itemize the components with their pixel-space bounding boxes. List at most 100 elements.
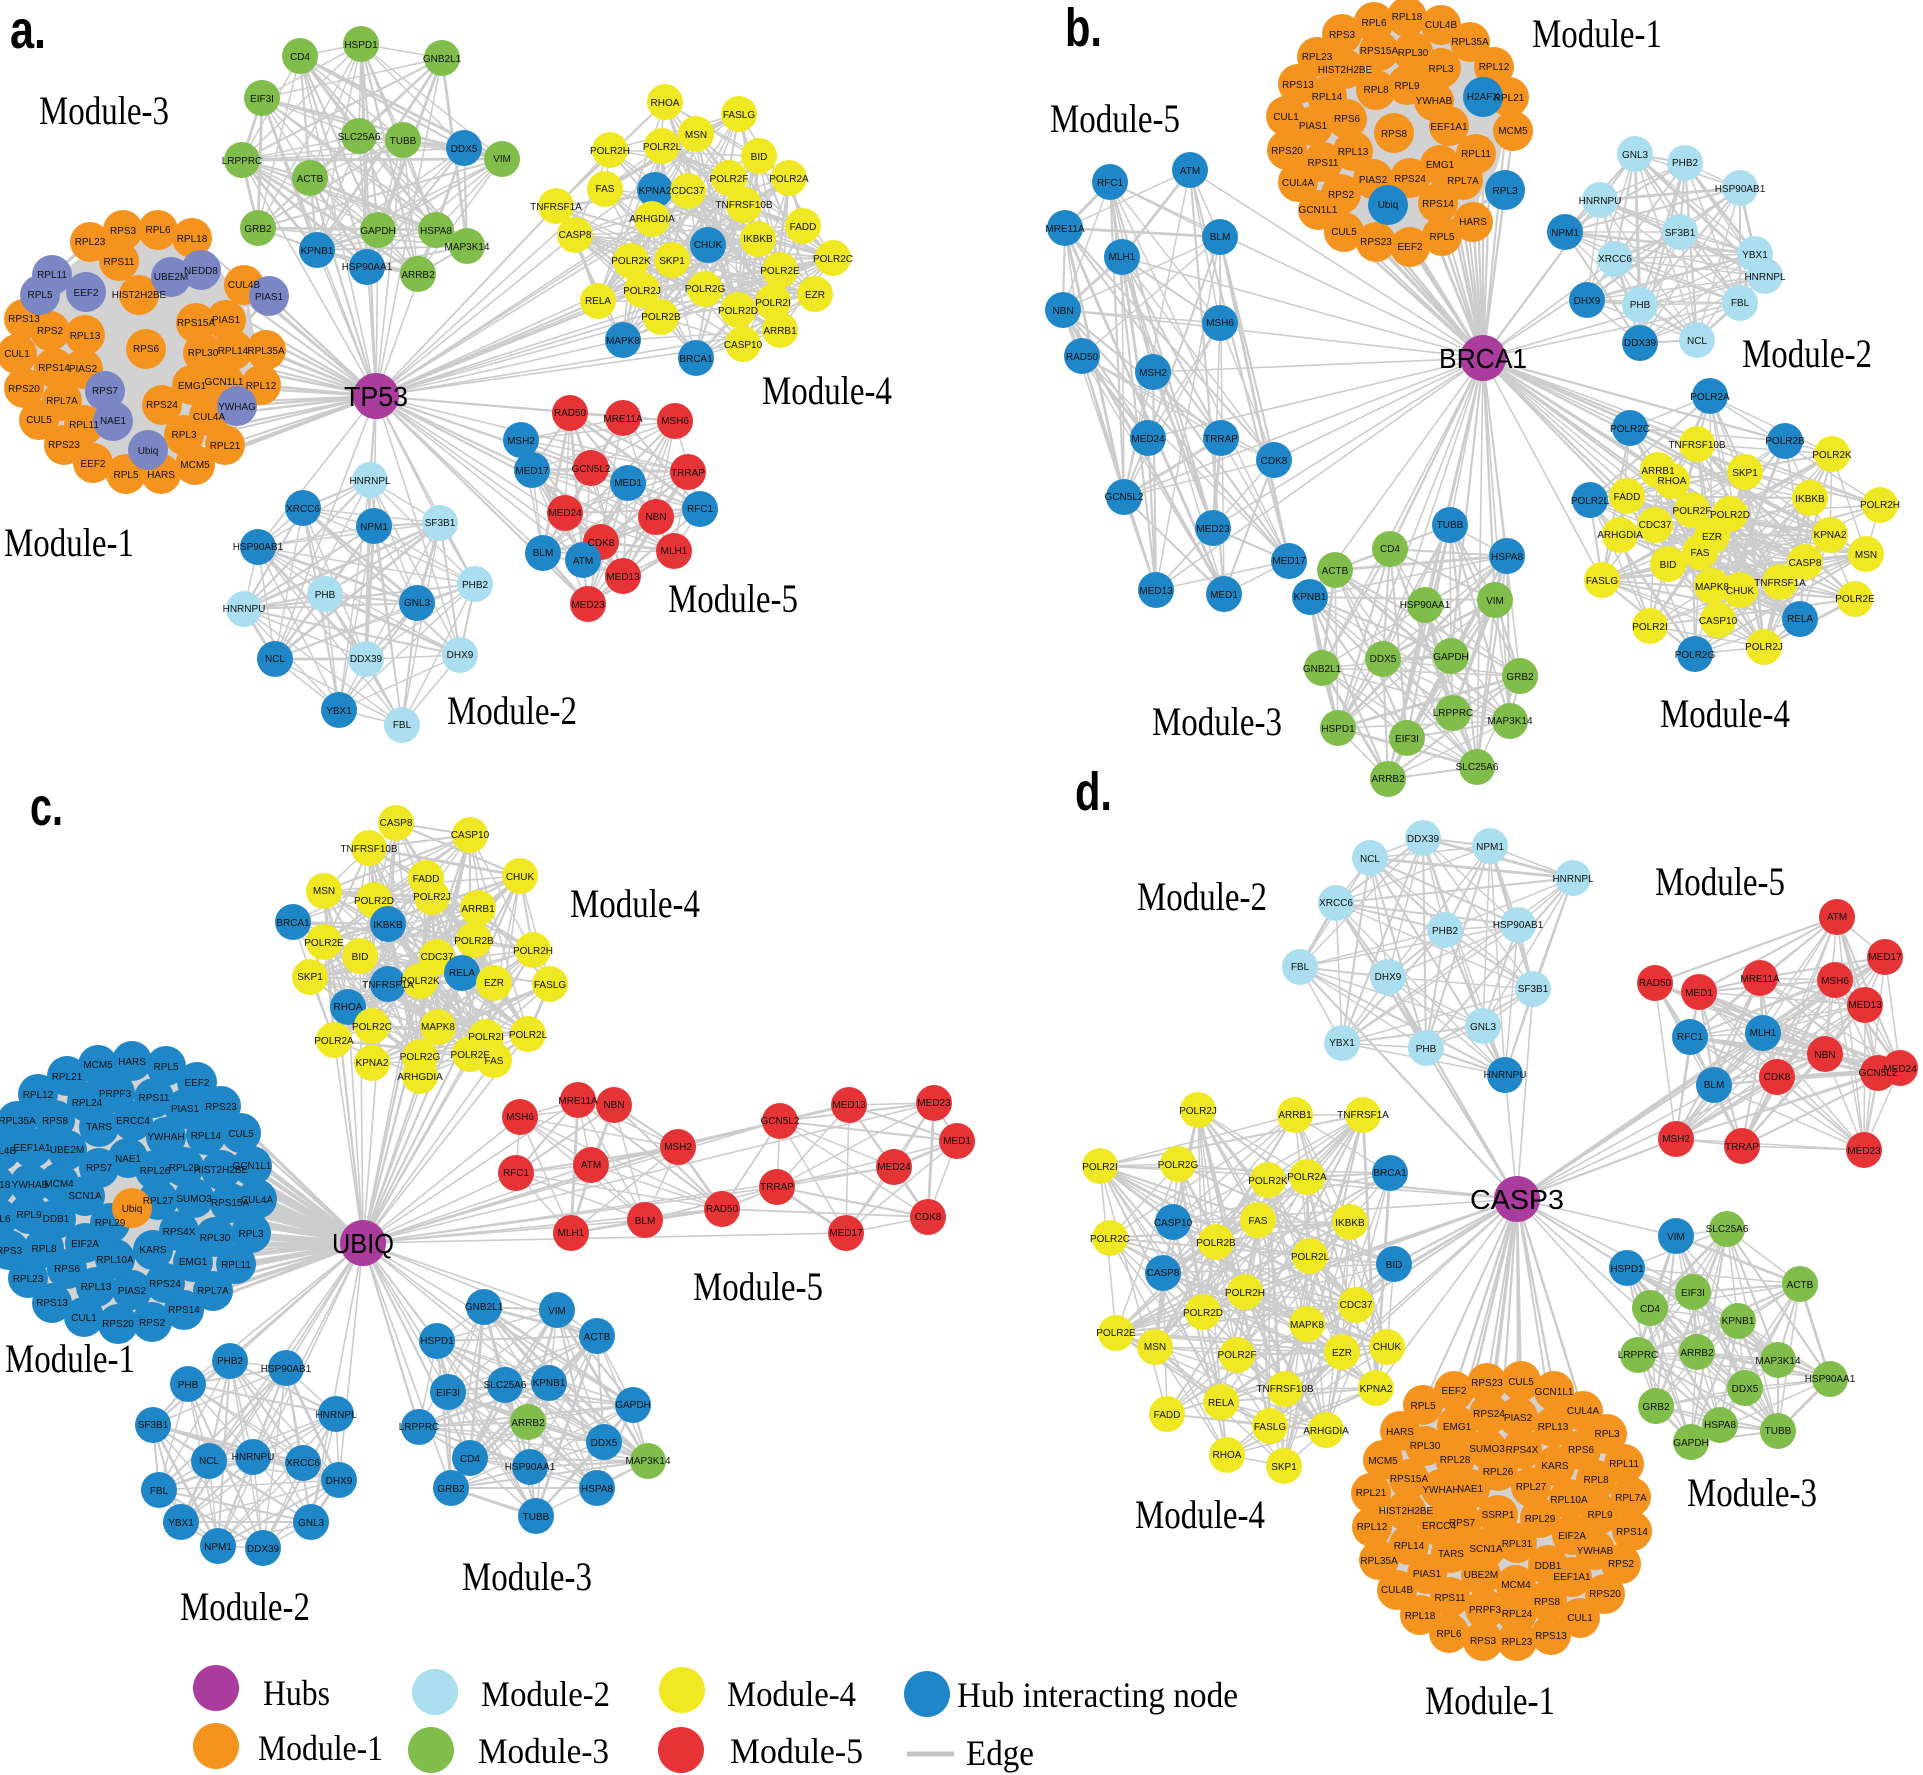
svg-text:CUL1: CUL1 <box>1567 1613 1593 1624</box>
svg-text:NAE1: NAE1 <box>100 416 127 427</box>
svg-text:GAPDH: GAPDH <box>615 1400 651 1411</box>
svg-text:RPS13: RPS13 <box>8 314 40 325</box>
svg-text:EEF2: EEF2 <box>1397 242 1422 253</box>
svg-text:POLR2B: POLR2B <box>454 936 494 947</box>
svg-text:EZR: EZR <box>484 978 504 989</box>
svg-text:KPNA2: KPNA2 <box>356 1058 389 1069</box>
svg-text:Ubiq: Ubiq <box>1378 200 1399 211</box>
svg-text:RPS3: RPS3 <box>110 226 137 237</box>
svg-text:POLR2F: POLR2F <box>1673 506 1712 517</box>
svg-text:ARHGDIA: ARHGDIA <box>1303 1426 1349 1437</box>
svg-text:RPS8: RPS8 <box>1534 1597 1561 1608</box>
svg-text:RPS14: RPS14 <box>168 1305 200 1316</box>
svg-text:RPS4X: RPS4X <box>163 1227 196 1238</box>
svg-text:HNRNPL: HNRNPL <box>349 476 391 487</box>
svg-text:RPS15A: RPS15A <box>211 1198 250 1209</box>
svg-text:NBN: NBN <box>1052 306 1073 317</box>
svg-text:RPS3: RPS3 <box>1470 1636 1497 1647</box>
svg-text:PIAS1: PIAS1 <box>255 292 284 303</box>
svg-text:HARS: HARS <box>1386 1427 1414 1438</box>
svg-text:HNRNPL: HNRNPL <box>315 1410 357 1421</box>
svg-text:VIM: VIM <box>1486 596 1504 607</box>
svg-text:POLR2E: POLR2E <box>304 938 344 949</box>
svg-text:TNFRSF1A: TNFRSF1A <box>1754 578 1806 589</box>
svg-text:XRCC6: XRCC6 <box>1319 898 1353 909</box>
svg-text:PRPF3: PRPF3 <box>99 1089 132 1100</box>
svg-text:POLR2I: POLR2I <box>755 298 791 309</box>
svg-text:SLC25A6: SLC25A6 <box>338 132 381 143</box>
svg-text:RPL18: RPL18 <box>0 1180 11 1191</box>
svg-text:RPL35A: RPL35A <box>1451 37 1489 48</box>
svg-text:RPS15A: RPS15A <box>1360 46 1399 57</box>
svg-text:RPL11: RPL11 <box>69 420 99 431</box>
svg-text:CD4: CD4 <box>290 52 310 63</box>
svg-text:POLR2A: POLR2A <box>1690 392 1730 403</box>
svg-text:Module-3: Module-3 <box>1152 699 1282 744</box>
svg-text:TUBB: TUBB <box>390 136 417 147</box>
svg-text:ACTB: ACTB <box>1322 566 1349 577</box>
svg-text:CASP10: CASP10 <box>451 830 490 841</box>
svg-text:RPL6: RPL6 <box>145 225 170 236</box>
svg-text:XRCC6: XRCC6 <box>286 1458 320 1469</box>
svg-text:Module-4: Module-4 <box>727 1674 856 1714</box>
svg-text:MED1: MED1 <box>614 478 642 489</box>
svg-text:RPS24: RPS24 <box>1394 174 1426 185</box>
svg-text:FADD: FADD <box>1154 1410 1181 1421</box>
svg-text:ACTB: ACTB <box>1787 1280 1814 1291</box>
svg-text:RHOA: RHOA <box>1658 476 1687 487</box>
svg-text:c.: c. <box>30 777 63 837</box>
svg-text:EZR: EZR <box>1332 1348 1352 1359</box>
svg-text:GCN1L1: GCN1L1 <box>233 1161 272 1172</box>
svg-text:NBN: NBN <box>603 1100 624 1111</box>
svg-text:RPS20: RPS20 <box>102 1319 134 1330</box>
svg-text:BID: BID <box>1660 560 1677 571</box>
svg-text:ARRB1: ARRB1 <box>1278 1110 1312 1121</box>
svg-text:ATM: ATM <box>1180 166 1200 177</box>
svg-text:RPL13: RPL13 <box>1538 1422 1569 1433</box>
svg-text:EEF2: EEF2 <box>184 1078 209 1089</box>
svg-text:MAPK8: MAPK8 <box>421 1022 455 1033</box>
svg-text:SLC25A6: SLC25A6 <box>1706 1224 1749 1235</box>
svg-text:BID: BID <box>1386 1260 1403 1271</box>
svg-text:MED1: MED1 <box>943 1136 971 1147</box>
svg-text:MED17: MED17 <box>1868 952 1902 963</box>
svg-text:NAE1: NAE1 <box>1457 1484 1484 1495</box>
svg-text:Module-3: Module-3 <box>39 88 169 133</box>
svg-text:IKBKB: IKBKB <box>373 920 403 931</box>
svg-text:HSP90AB1: HSP90AB1 <box>1493 920 1544 931</box>
svg-text:NPM1: NPM1 <box>204 1542 232 1553</box>
svg-text:DHX9: DHX9 <box>326 1476 353 1487</box>
svg-text:POLR2A: POLR2A <box>314 1036 354 1047</box>
svg-text:GCN5L2: GCN5L2 <box>1105 492 1144 503</box>
svg-text:HNRNPL: HNRNPL <box>1552 874 1594 885</box>
svg-text:RPS7: RPS7 <box>86 1163 113 1174</box>
svg-text:PIAS2: PIAS2 <box>69 364 98 375</box>
svg-text:TNFRSF1A: TNFRSF1A <box>1337 1110 1389 1121</box>
svg-text:FASLG: FASLG <box>1254 1422 1286 1433</box>
svg-text:POLR2G: POLR2G <box>1675 650 1716 661</box>
svg-text:POLR2F: POLR2F <box>451 1050 490 1061</box>
svg-text:RELA: RELA <box>449 968 475 979</box>
svg-text:CUL5: CUL5 <box>1331 227 1357 238</box>
svg-text:POLR2E: POLR2E <box>760 266 800 277</box>
svg-text:POLR2B: POLR2B <box>1196 1238 1236 1249</box>
svg-text:POLR2J: POLR2J <box>623 286 661 297</box>
svg-text:Module-5: Module-5 <box>668 576 798 621</box>
svg-text:EMG1: EMG1 <box>1426 160 1455 171</box>
svg-text:MSH2: MSH2 <box>1662 1134 1690 1145</box>
svg-text:PIAS2: PIAS2 <box>1359 175 1388 186</box>
svg-text:ARHGDIA: ARHGDIA <box>397 1072 443 1083</box>
svg-text:DDX5: DDX5 <box>451 144 478 155</box>
svg-text:RPL27: RPL27 <box>1516 1482 1547 1493</box>
svg-text:MED17: MED17 <box>515 466 549 477</box>
svg-text:RPL30: RPL30 <box>188 348 219 359</box>
svg-text:MAPK8: MAPK8 <box>1695 582 1729 593</box>
svg-text:RPL6: RPL6 <box>1436 1629 1461 1640</box>
svg-text:GNB2L1: GNB2L1 <box>1303 664 1342 675</box>
svg-text:RFC1: RFC1 <box>503 1168 530 1179</box>
svg-text:HSP90AB1: HSP90AB1 <box>1715 184 1766 195</box>
svg-text:RPS14: RPS14 <box>38 363 70 374</box>
svg-text:ARRB2: ARRB2 <box>1680 1348 1714 1359</box>
svg-text:CD4: CD4 <box>460 1454 480 1465</box>
svg-text:MSH2: MSH2 <box>664 1142 692 1153</box>
